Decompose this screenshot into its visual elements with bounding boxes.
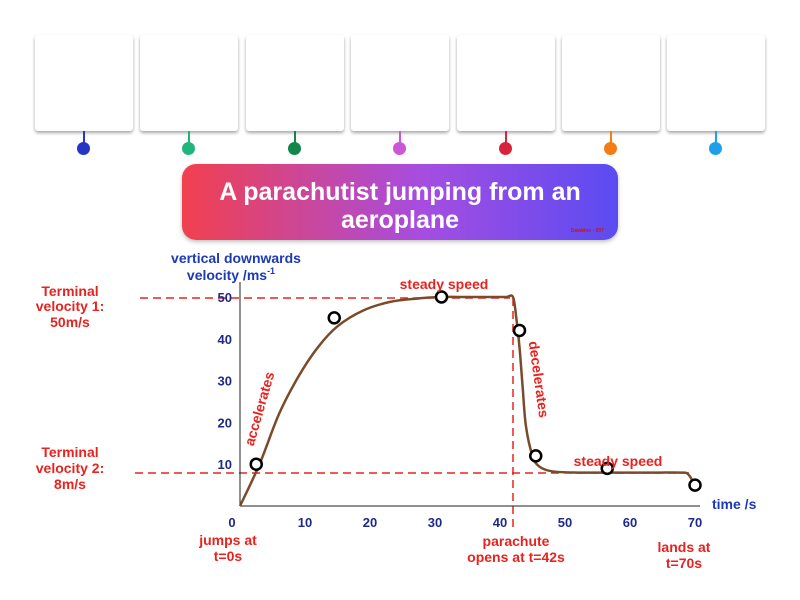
x-tick-30: 30 <box>428 515 442 530</box>
info-card-1-text: The air resistance becomes equal to weig… <box>45 51 123 113</box>
card-1-dot <box>77 142 90 155</box>
banner-title: A parachutist jumping from an aeroplane <box>219 178 581 234</box>
curve-marker-6 <box>600 461 614 476</box>
steady-speed-1-label: steady speed <box>400 276 489 292</box>
parachute-label-line1: parachute <box>483 533 550 549</box>
info-card-5-text: As speed increases they hit more particl… <box>465 49 547 115</box>
y-axis-label-sup: -1 <box>267 266 275 276</box>
y-axis-label-unit: velocity /ms <box>187 267 267 283</box>
info-card-6-text: Eventually weight and air resistance bec… <box>574 47 648 117</box>
card-2-stem <box>188 131 190 143</box>
card-5-dot <box>499 142 512 155</box>
jumps-label-line2: t=0s <box>214 548 243 564</box>
info-card-4: As they slow down they hit less particle… <box>351 35 449 131</box>
x-tick-0: 0 <box>228 515 235 530</box>
y-tick-30: 30 <box>218 374 232 389</box>
terminal-velocity-1-label-line1: Terminal <box>41 283 98 299</box>
y-tick-labels: 10 20 30 40 50 <box>218 290 232 472</box>
y-tick-50: 50 <box>218 290 232 305</box>
accelerates-label: accelerates <box>241 370 277 448</box>
x-axis-label: time /s <box>712 496 757 512</box>
x-tick-50: 50 <box>558 515 572 530</box>
x-tick-10: 10 <box>298 515 312 530</box>
y-tick-20: 20 <box>218 415 232 430</box>
steady-speed-2-label: steady speed <box>574 453 663 469</box>
info-cards: The air resistance becomes equal to weig… <box>0 0 800 160</box>
info-card-3-text: The parachute increases the surface maki… <box>255 46 335 119</box>
x-tick-60: 60 <box>623 515 637 530</box>
y-tick-40: 40 <box>218 332 232 347</box>
lands-label-line1: lands at <box>658 539 711 555</box>
parachute-label-line2: opens at t=42s <box>467 549 565 565</box>
info-card-7-text: They Jump out the plane! The force of gr… <box>675 47 757 117</box>
x-tick-labels: 0 10 20 30 40 50 60 70 <box>228 515 702 530</box>
terminal-velocity-1-label-line3: 50m/s <box>50 314 90 330</box>
card-7-stem <box>715 131 717 143</box>
x-tick-70: 70 <box>688 515 702 530</box>
info-card-2: This second slower terminal velocity mea… <box>140 35 238 131</box>
curve-marker-5 <box>529 449 543 463</box>
terminal-velocity-2-label-line1: Terminal <box>41 444 98 460</box>
card-5-stem <box>505 131 507 143</box>
terminal-velocity-2-label-line2: velocity 2: <box>36 460 104 476</box>
y-tick-10: 10 <box>218 457 232 472</box>
x-tick-40: 40 <box>493 515 507 530</box>
velocity-curve <box>238 294 697 507</box>
decelerates-label: decelerates <box>526 340 553 419</box>
curve-markers <box>249 290 702 492</box>
card-4-dot <box>393 142 406 155</box>
info-card-5: As speed increases they hit more particl… <box>457 35 555 131</box>
info-card-7: They Jump out the plane! The force of gr… <box>667 35 765 131</box>
card-3-stem <box>294 131 296 143</box>
banner-credit: Dawkins - 007 <box>570 228 604 234</box>
info-card-4-text: As they slow down they hit less particle… <box>358 48 442 117</box>
card-7-dot <box>709 142 722 155</box>
card-2-dot <box>182 142 195 155</box>
card-6-dot <box>604 142 617 155</box>
curve-marker-3 <box>434 290 449 304</box>
card-4-stem <box>399 131 401 143</box>
card-3-dot <box>288 142 301 155</box>
card-1-stem <box>83 131 85 143</box>
y-axis-label-line2: velocity /ms-1 <box>187 266 275 283</box>
info-card-1: The air resistance becomes equal to weig… <box>35 35 133 131</box>
info-card-6: Eventually weight and air resistance bec… <box>562 35 660 131</box>
curve-marker-2 <box>327 311 341 325</box>
terminal-velocity-2-label-line3: 8m/s <box>54 476 86 492</box>
info-card-2-text: This second slower terminal velocity mea… <box>149 48 229 117</box>
title-banner: A parachutist jumping from an aeroplane … <box>182 164 618 240</box>
card-6-stem <box>610 131 612 143</box>
curve-marker-1 <box>249 457 263 471</box>
lands-label-line2: t=70s <box>666 555 702 571</box>
info-card-3: The parachute increases the surface maki… <box>246 35 344 131</box>
jumps-label-line1: jumps at <box>198 532 257 548</box>
curve-marker-7 <box>688 478 702 492</box>
x-tick-20: 20 <box>363 515 377 530</box>
curve-marker-4 <box>512 323 527 338</box>
terminal-velocity-1-label-line2: velocity 1: <box>36 298 104 314</box>
y-axis-label-line1: vertical downwards <box>171 250 301 266</box>
